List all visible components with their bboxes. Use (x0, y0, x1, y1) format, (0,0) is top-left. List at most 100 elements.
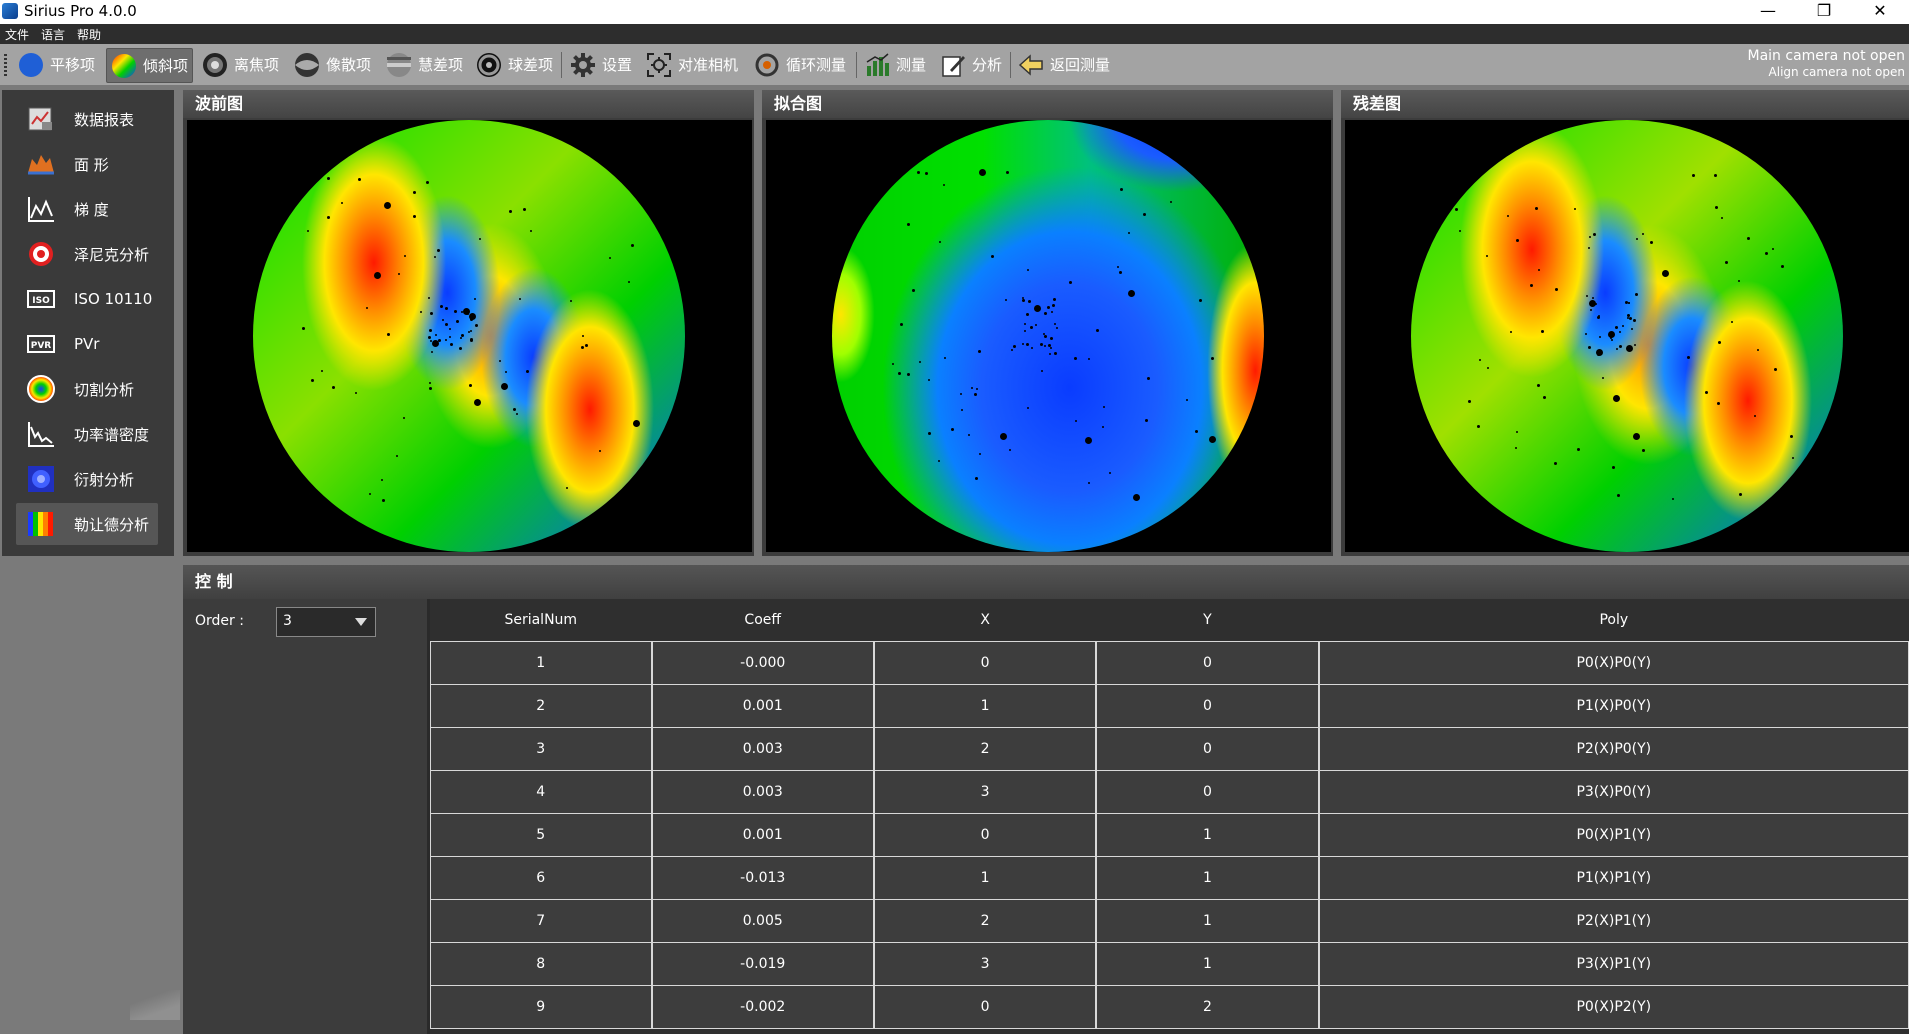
sidebar: 数据报表 面 形 梯 度 泽尼克分析 ISO ISO 10110 PVR PVr (2, 90, 174, 556)
table-row[interactable]: 3 0.003 2 0 P2(X)P0(Y) (430, 728, 1909, 771)
svg-text:ISO: ISO (32, 296, 50, 306)
surface-defect-dot (1478, 359, 1481, 362)
table-row[interactable]: 5 0.001 0 1 P0(X)P1(Y) (430, 814, 1909, 857)
column-header-poly[interactable]: Poly (1318, 599, 1909, 641)
surface-defect-dot (1626, 317, 1629, 320)
iso-icon: ISO (26, 284, 56, 314)
title-bar: Sirius Pro 4.0.0 — ❐ ✕ (0, 0, 1909, 24)
svg-text:PVR: PVR (31, 341, 52, 351)
cell-y: 1 (1096, 900, 1319, 943)
toolbar-settings-button[interactable]: 设置 (570, 48, 632, 81)
surface-defect-dot (1607, 331, 1615, 339)
sidebar-item-iso[interactable]: ISO ISO 10110 (16, 278, 158, 320)
surface-defect-dot (976, 388, 979, 391)
camera-status: Main camera not open Align camera not op… (1748, 48, 1906, 79)
surface-defect-dot (445, 307, 449, 311)
residual-view[interactable] (1345, 120, 1909, 552)
cell-coeff: 0.003 (651, 728, 874, 771)
coefficient-table-container[interactable]: SerialNum Coeff X Y Poly 1 -0.000 0 0 P0… (430, 599, 1909, 1034)
surface-defect-dot (1145, 419, 1149, 423)
toolbar-spherical-button[interactable]: 球差项 (476, 48, 553, 81)
surface-defect-dot (1147, 376, 1151, 380)
surface-defect-dot (1772, 247, 1775, 250)
toolbar-astigmatism-button[interactable]: 像散项 (294, 48, 371, 81)
toolbar-back-measure-button[interactable]: 返回测量 (1018, 48, 1110, 81)
cell-poly: P3(X)P0(Y) (1318, 771, 1909, 814)
table-row[interactable]: 2 0.001 1 0 P1(X)P0(Y) (430, 685, 1909, 728)
surface-defect-dot (448, 328, 451, 331)
surface-defect-dot (1534, 206, 1538, 210)
table-row[interactable]: 1 -0.000 0 0 P0(X)P0(Y) (430, 641, 1909, 685)
surface-defect-dot (970, 387, 973, 390)
column-header-serial[interactable]: SerialNum (430, 599, 652, 641)
order-dropdown[interactable]: 3 (276, 607, 376, 637)
toolbar-tilt-button[interactable]: 倾斜项 (106, 48, 194, 83)
menu-help[interactable]: 帮助 (77, 28, 102, 42)
control-panel: 控 制 Order : 3 SerialNum Coeff X Y Poly 1… (183, 565, 1909, 1034)
surface-defect-dot (1553, 461, 1557, 465)
column-header-coeff[interactable]: Coeff (651, 599, 874, 641)
close-button[interactable]: ✕ (1873, 1, 1887, 20)
menu-language[interactable]: 语言 (41, 28, 66, 42)
spherical-icon (476, 52, 502, 78)
sidebar-item-data-report[interactable]: 数据报表 (16, 98, 158, 140)
sidebar-item-diffraction[interactable]: 衍射分析 (16, 458, 158, 500)
surface-defect-dot (504, 370, 507, 373)
toolbar-measure-button[interactable]: 测量 (864, 48, 926, 81)
cell-y: 2 (1096, 986, 1319, 1029)
toolbar-align-camera-button[interactable]: 对准相机 (646, 48, 738, 81)
surface-defect-dot (1467, 399, 1471, 403)
surface-defect-dot (1006, 171, 1010, 175)
surface-defect-dot (1632, 318, 1636, 322)
surface-defect-dot (1185, 398, 1188, 401)
toolbar-defocus-button[interactable]: 离焦项 (202, 48, 279, 81)
wavefront-view[interactable] (187, 120, 752, 552)
surface-defect-dot (1629, 316, 1632, 320)
sidebar-item-psd[interactable]: 功率谱密度 (16, 413, 158, 455)
fit-view[interactable] (766, 120, 1331, 552)
surface-defect-dot (468, 331, 471, 334)
table-row[interactable]: 6 -0.013 1 1 P1(X)P1(Y) (430, 857, 1909, 900)
surface-defect-dot (584, 344, 588, 348)
sidebar-item-pvr[interactable]: PVR PVr (16, 323, 158, 365)
bar-chart-icon (864, 52, 890, 78)
gradient-icon (26, 194, 56, 224)
toolbar-analyze-button[interactable]: 分析 (940, 48, 1002, 81)
sidebar-item-zernike[interactable]: 泽尼克分析 (16, 233, 158, 275)
sidebar-item-legendre[interactable]: 勒让德分析 (16, 503, 158, 545)
surface-defect-dot (1596, 316, 1600, 320)
surface-defect-dot (1627, 302, 1630, 305)
toolbar-loop-measure-button[interactable]: 循环测量 (754, 48, 846, 81)
toolbar-grip[interactable] (4, 54, 7, 76)
table-row[interactable]: 8 -0.019 3 1 P3(X)P1(Y) (430, 943, 1909, 986)
surface-defect-dot (500, 382, 508, 390)
table-row[interactable]: 4 0.003 3 0 P3(X)P0(Y) (430, 771, 1909, 814)
psd-icon (26, 419, 56, 449)
restore-button[interactable]: ❐ (1816, 1, 1832, 20)
surface-defect-dot (1617, 494, 1621, 498)
sidebar-item-surface[interactable]: 面 形 (16, 143, 158, 185)
sidebar-item-label: ISO 10110 (74, 290, 153, 308)
toolbar-piston-button[interactable]: 平移项 (18, 48, 95, 81)
surface-defect-dot (1781, 264, 1784, 268)
column-header-y[interactable]: Y (1096, 599, 1319, 641)
menu-file[interactable]: 文件 (5, 28, 30, 42)
surface-defect-dot (1011, 349, 1014, 352)
toolbar-coma-button[interactable]: 慧差项 (386, 48, 463, 81)
table-row[interactable]: 9 -0.002 0 2 P0(X)P2(Y) (430, 986, 1909, 1029)
surface-defect-dot (1210, 356, 1214, 360)
piston-icon (18, 52, 44, 78)
wavefront-panel-title: 波前图 (183, 90, 754, 118)
surface-defect-dot (1633, 433, 1641, 441)
surface-defect-dot (1026, 269, 1029, 272)
surface-defect-dot (498, 360, 501, 363)
sidebar-item-cut-analysis[interactable]: 切割分析 (16, 368, 158, 410)
column-header-x[interactable]: X (873, 599, 1097, 641)
table-row[interactable]: 7 0.005 2 1 P2(X)P1(Y) (430, 900, 1909, 943)
minimize-button[interactable]: — (1760, 1, 1776, 20)
surface-defect-dot (628, 181, 632, 185)
surface-defect-dot (1117, 265, 1120, 268)
surface-defect-dot (1593, 232, 1597, 236)
cell-poly: P0(X)P0(Y) (1318, 641, 1909, 685)
sidebar-item-gradient[interactable]: 梯 度 (16, 188, 158, 230)
